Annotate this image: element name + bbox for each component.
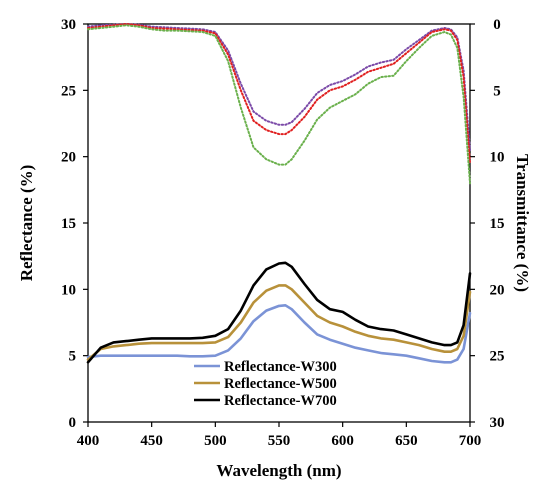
y-right-tick-label: 10 (490, 150, 505, 166)
y-right-tick-label: 5 (493, 83, 501, 99)
x-tick-label: 650 (395, 433, 418, 449)
legend-label: Reflectance-W700 (224, 393, 337, 409)
legend-label: Reflectance-W300 (224, 359, 337, 375)
y-axis-left-label: Reflectance (%) (17, 165, 36, 282)
reflectance-series-line (86, 284, 472, 361)
x-tick-label: 550 (268, 433, 291, 449)
transmittance-series-line (87, 24, 471, 185)
legend-label: Reflectance-W500 (224, 376, 337, 392)
x-axis-label: Wavelength (nm) (216, 461, 341, 480)
x-tick-label: 600 (331, 433, 354, 449)
x-tick-label: 500 (204, 433, 227, 449)
reflectance-series-line (86, 303, 472, 364)
transmittance-series-line (87, 23, 471, 151)
y-right-tick-label: 30 (490, 415, 505, 431)
y-left-tick-label: 25 (61, 83, 76, 99)
y-right-tick-label: 15 (490, 216, 505, 232)
y-left-tick-label: 20 (61, 150, 76, 166)
transmittance-series-line (87, 23, 471, 165)
x-tick-label: 400 (77, 433, 100, 449)
y-left-tick-label: 30 (61, 17, 76, 33)
y-right-tick-label: 25 (490, 349, 505, 365)
x-tick-label: 450 (140, 433, 163, 449)
y-right-tick-label: 20 (490, 282, 505, 298)
reflectance-series-line (86, 261, 472, 364)
y-left-tick-label: 5 (69, 349, 77, 365)
x-tick-label: 700 (459, 433, 482, 449)
y-right-tick-label: 0 (493, 17, 501, 33)
y-axis-right-label: Transmittance (%) (513, 154, 532, 292)
y-left-tick-label: 0 (69, 415, 77, 431)
y-left-tick-label: 10 (61, 282, 76, 298)
y-left-tick-label: 15 (61, 216, 76, 232)
